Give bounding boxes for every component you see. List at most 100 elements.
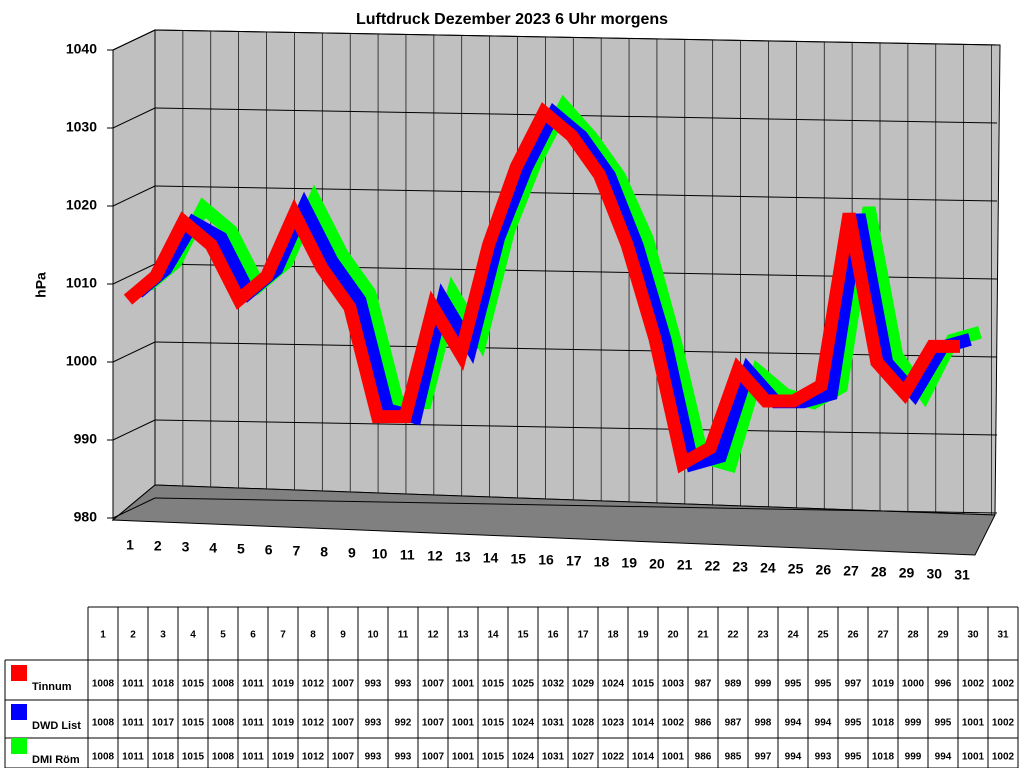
grid-line	[112, 419, 156, 441]
legend-label: DMI Röm	[32, 754, 80, 766]
y-tick-label: 1010	[66, 275, 97, 291]
table-cell: 993	[365, 679, 382, 690]
table-cell: 994	[785, 752, 802, 763]
x-tick-label: 2	[154, 538, 162, 554]
grid-line	[154, 29, 998, 46]
table-cell: 1023	[602, 718, 625, 729]
table-cell: 1015	[482, 752, 505, 763]
grid-line	[112, 107, 156, 129]
table-header: 3	[160, 630, 166, 641]
x-tick-label: 18	[594, 554, 610, 570]
grid-line	[112, 263, 156, 285]
table-header: 24	[787, 630, 799, 641]
y-tick-label: 1040	[66, 41, 97, 57]
table-cell: 1011	[122, 718, 144, 729]
table-cell: 1015	[482, 679, 505, 690]
table-cell: 987	[725, 718, 742, 729]
grid-line	[154, 185, 998, 202]
table-cell: 1025	[512, 679, 535, 690]
table-header: 27	[877, 630, 889, 641]
table-cell: 1008	[212, 679, 235, 690]
table-cell: 1031	[542, 718, 565, 729]
table-header: 22	[727, 630, 739, 641]
table-cell: 994	[935, 752, 952, 763]
table-cell: 1002	[992, 718, 1015, 729]
grid-line	[112, 497, 156, 519]
table-header: 21	[697, 630, 709, 641]
table-cell: 1024	[512, 752, 535, 763]
table-cell: 996	[935, 679, 952, 690]
table-cell: 1014	[632, 718, 655, 729]
table-cell: 992	[395, 718, 412, 729]
floor	[111, 484, 996, 556]
table-header: 20	[667, 630, 679, 641]
table-header: 15	[517, 630, 529, 641]
x-tick-label: 1	[126, 537, 134, 553]
x-tick-label: 10	[372, 546, 388, 562]
table-cell: 993	[815, 752, 832, 763]
table-cell: 1019	[272, 718, 295, 729]
table-header: 19	[637, 630, 649, 641]
x-tick-label: 27	[843, 563, 859, 579]
table-header: 1	[100, 630, 106, 641]
table-cell: 998	[755, 718, 772, 729]
table-cell: 1007	[422, 752, 445, 763]
table-header: 12	[427, 630, 439, 641]
table-cell: 1012	[302, 718, 325, 729]
x-tick-label: 7	[293, 543, 301, 559]
table-cell: 985	[725, 752, 742, 763]
table-cell: 1001	[452, 679, 475, 690]
x-tick-label: 31	[954, 567, 970, 583]
table-cell: 1007	[422, 679, 445, 690]
grid-line	[154, 341, 998, 358]
table-header: 28	[907, 630, 919, 641]
table-cell: 1001	[452, 752, 475, 763]
legend-label: Tinnum	[32, 681, 72, 693]
table-header: 31	[997, 630, 1009, 641]
x-tick-label: 6	[265, 542, 273, 558]
table-cell: 997	[845, 679, 862, 690]
x-tick-label: 23	[732, 559, 748, 575]
table-cell: 1027	[572, 752, 595, 763]
y-axis-label: hPa	[33, 272, 49, 298]
table-cell: 1014	[632, 752, 655, 763]
x-tick-label: 5	[237, 541, 245, 557]
table-header: 23	[757, 630, 769, 641]
table-cell: 1008	[212, 718, 235, 729]
table-cell: 1032	[542, 679, 565, 690]
table-cell: 1028	[572, 718, 595, 729]
table-cell: 1002	[662, 718, 685, 729]
table-cell: 1007	[332, 718, 355, 729]
table-cell: 1024	[602, 679, 625, 690]
table-cell: 1011	[242, 718, 264, 729]
table-cell: 1011	[242, 679, 264, 690]
table-cell: 1000	[902, 679, 925, 690]
x-tick-label: 13	[455, 549, 471, 565]
x-tick-label: 3	[182, 539, 190, 555]
table-header: 10	[367, 630, 379, 641]
table-cell: 1015	[182, 679, 205, 690]
table-header: 9	[340, 630, 346, 641]
table-header: 6	[250, 630, 256, 641]
table-cell: 1008	[92, 718, 115, 729]
table-cell: 1015	[632, 679, 655, 690]
x-tick-label: 17	[566, 553, 582, 569]
table-cell: 1002	[992, 679, 1015, 690]
table-cell: 1008	[92, 679, 115, 690]
grid-line	[154, 497, 998, 514]
table-header: 16	[547, 630, 559, 641]
table-cell: 1001	[962, 718, 985, 729]
x-tick-label: 9	[348, 545, 356, 561]
table-cell: 1011	[122, 752, 144, 763]
table-cell: 986	[695, 752, 712, 763]
table-cell: 999	[905, 752, 922, 763]
table-cell: 1003	[662, 679, 685, 690]
table-header: 26	[847, 630, 859, 641]
table-cell: 1001	[662, 752, 685, 763]
x-tick-label: 29	[899, 565, 915, 581]
table-header: 2	[130, 630, 136, 641]
x-tick-label: 21	[677, 557, 693, 573]
x-tick-label: 12	[427, 548, 443, 564]
table-header: 17	[577, 630, 589, 641]
